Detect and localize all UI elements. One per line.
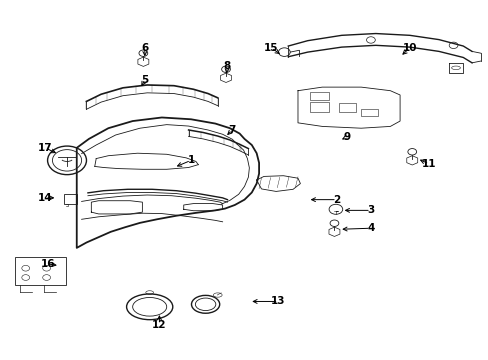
FancyBboxPatch shape — [15, 257, 66, 285]
Text: 14: 14 — [38, 193, 52, 203]
Text: 17: 17 — [38, 143, 52, 153]
FancyBboxPatch shape — [339, 103, 356, 112]
Text: 16: 16 — [40, 259, 55, 269]
FancyBboxPatch shape — [309, 102, 328, 112]
FancyBboxPatch shape — [361, 109, 377, 116]
Text: 13: 13 — [271, 296, 285, 306]
Text: 1: 1 — [187, 156, 194, 165]
Text: 2: 2 — [333, 195, 340, 204]
Text: 4: 4 — [366, 223, 374, 233]
Text: 6: 6 — [141, 43, 148, 53]
Text: 10: 10 — [402, 43, 416, 53]
FancyBboxPatch shape — [309, 92, 328, 100]
Text: 5: 5 — [141, 75, 148, 85]
Text: 15: 15 — [264, 43, 278, 53]
Text: 11: 11 — [421, 159, 436, 169]
Text: 8: 8 — [224, 61, 231, 71]
Text: 7: 7 — [228, 125, 236, 135]
Text: 3: 3 — [366, 205, 374, 215]
Text: 9: 9 — [343, 132, 349, 142]
Text: 12: 12 — [152, 320, 166, 330]
